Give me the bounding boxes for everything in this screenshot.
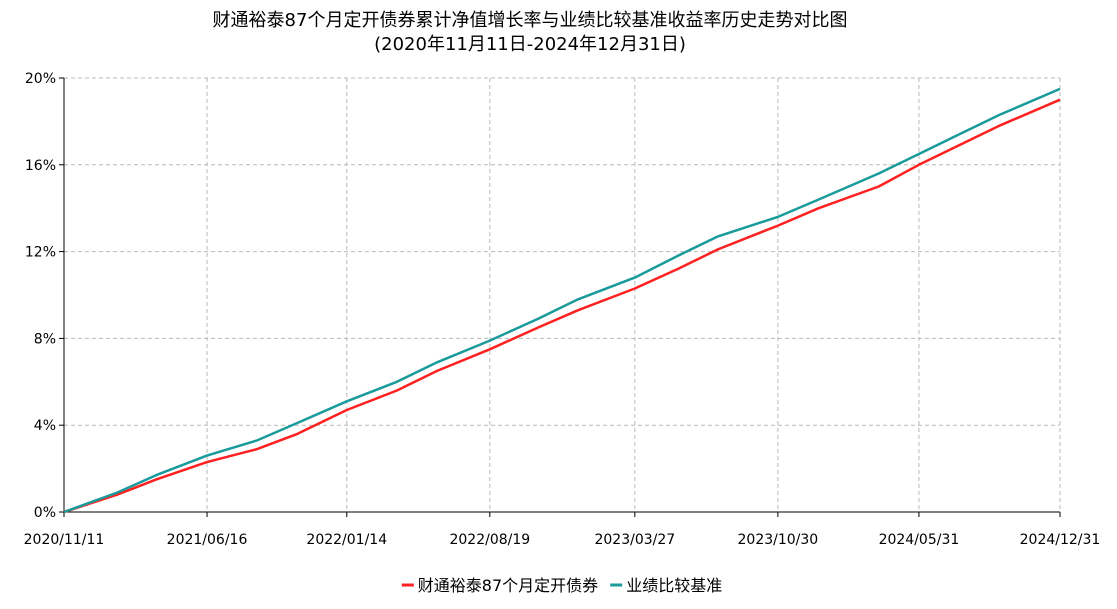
x-tick-label: 2023/03/27 [594,532,675,548]
series-lines [63,87,1061,514]
x-tick-label: 2020/11/11 [24,532,105,548]
x-tick-label: 2024/12/31 [1020,532,1101,548]
legend: 财通裕泰87个月定开债券 业绩比较基准 [401,576,722,595]
y-tick-label: 0% [34,505,56,521]
legend-item-1: 财通裕泰87个月定开债券 [401,576,598,595]
legend-label: 财通裕泰87个月定开债券 [418,576,598,595]
series-line-2 [63,87,1061,514]
y-tick-label: 20% [25,71,56,87]
axes [63,78,1060,513]
chart-subtitle: (2020年11月11日-2024年12月31日) [374,34,686,55]
y-axis-ticks: 0% 4% 8% 12% 16% 20% [25,71,64,521]
legend-item-2: 业绩比较基准 [610,576,722,595]
y-tick-label: 16% [25,158,56,174]
y-tick-label: 8% [34,331,56,347]
x-axis-ticks: 2020/11/11 2021/06/16 2022/01/14 2022/08/19… [24,512,1101,548]
chart-title: 财通裕泰87个月定开债券累计净值增长率与业绩比较基准收益率历史走势对比图 [213,10,848,31]
x-tick-label: 2022/01/14 [306,532,387,548]
grid [64,77,1061,512]
y-tick-label: 12% [25,245,56,261]
legend-label: 业绩比较基准 [626,576,722,595]
series-line-1 [63,98,1061,514]
x-tick-label: 2022/08/19 [449,532,530,548]
y-tick-label: 4% [34,418,56,434]
x-tick-label: 2021/06/16 [167,532,248,548]
x-tick-label: 2023/10/30 [738,532,819,548]
x-tick-label: 2024/05/31 [879,532,960,548]
